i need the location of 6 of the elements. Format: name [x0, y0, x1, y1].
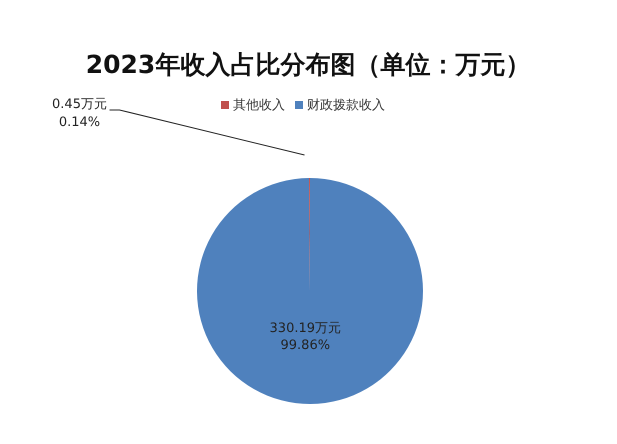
- legend-label: 财政拨款收入: [307, 98, 385, 113]
- chart-title: 2023年收入占比分布图（单位：万元）: [84, 49, 532, 81]
- data-label: 0.45万元 0.14%: [52, 97, 107, 130]
- data-label: 330.19万元 99.86%: [270, 320, 342, 353]
- pie-slice: [197, 178, 423, 404]
- legend-label: 其他收入: [233, 98, 285, 113]
